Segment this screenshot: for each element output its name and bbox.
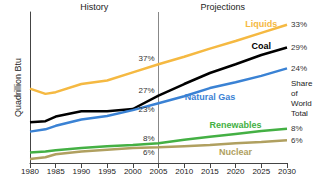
svg-text:27%: 27% (138, 86, 154, 95)
svg-text:1995: 1995 (98, 167, 116, 176)
svg-text:Coal: Coal (252, 41, 272, 51)
svg-text:of: of (291, 89, 298, 98)
svg-text:8%: 8% (291, 124, 303, 133)
svg-text:2030: 2030 (278, 167, 296, 176)
svg-text:1980: 1980 (21, 167, 39, 176)
svg-text:1985: 1985 (47, 167, 65, 176)
svg-text:World: World (291, 99, 312, 108)
svg-text:Renewables: Renewables (210, 120, 262, 130)
svg-text:29%: 29% (291, 43, 307, 52)
svg-text:Liquids: Liquids (245, 19, 277, 29)
svg-text:Nuclear: Nuclear (219, 147, 253, 157)
svg-text:2015: 2015 (201, 167, 219, 176)
svg-text:1990: 1990 (73, 167, 91, 176)
svg-text:Projections: Projections (200, 2, 245, 12)
svg-text:2000: 2000 (124, 167, 142, 176)
svg-text:6%: 6% (143, 148, 155, 157)
svg-text:Quadrillion Btu: Quadrillion Btu (13, 58, 23, 117)
svg-text:2005: 2005 (150, 167, 168, 176)
svg-text:Total: Total (291, 109, 308, 118)
svg-text:History: History (80, 2, 109, 12)
svg-text:8%: 8% (143, 134, 155, 143)
svg-text:23%: 23% (138, 105, 154, 114)
svg-text:2020: 2020 (227, 167, 245, 176)
svg-text:24%: 24% (291, 64, 307, 73)
svg-text:Share: Share (291, 79, 313, 88)
svg-text:2010: 2010 (175, 167, 193, 176)
svg-text:Natural Gas: Natural Gas (185, 92, 236, 102)
svg-text:37%: 37% (138, 54, 154, 63)
svg-text:6%: 6% (291, 136, 303, 145)
svg-text:33%: 33% (291, 20, 307, 29)
svg-text:2025: 2025 (252, 167, 270, 176)
